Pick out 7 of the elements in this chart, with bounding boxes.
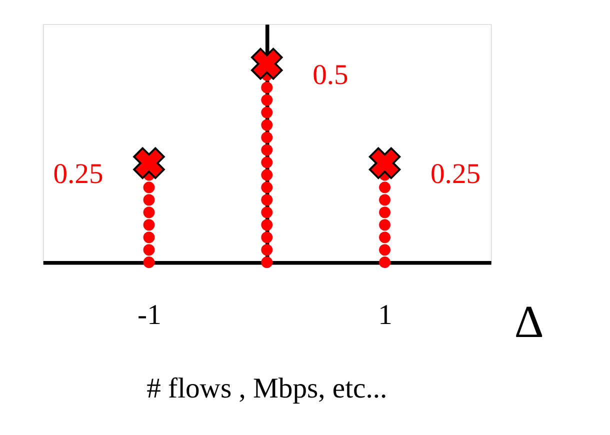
data-label: 0.25: [53, 159, 104, 190]
text: # flows , Mbps, etc...: [146, 374, 388, 405]
data-label: 0.5: [312, 60, 348, 91]
x-axis-title: Δ: [514, 296, 544, 348]
data-label: 0.25: [430, 159, 481, 190]
x-tick-label: 1: [378, 300, 392, 331]
x-tick-label: -1: [138, 300, 162, 331]
